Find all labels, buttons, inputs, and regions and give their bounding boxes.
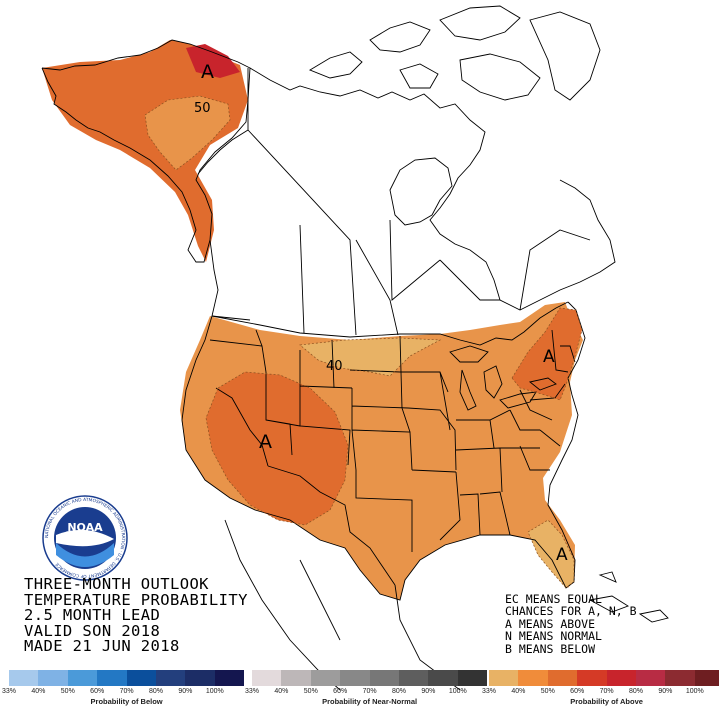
scale-below-swatch bbox=[67, 670, 98, 686]
northeast-50-region bbox=[512, 308, 582, 400]
florida-center-label: A bbox=[556, 545, 568, 565]
scale-tick-label: 100% bbox=[685, 688, 704, 695]
scale-tick-label: 60% bbox=[570, 688, 585, 695]
title-line-2: TEMPERATURE PROBABILITY bbox=[24, 590, 248, 609]
scale-near-normal-swatch bbox=[310, 670, 341, 686]
scale-tick-label: 80% bbox=[628, 688, 644, 695]
scale-tick-label: 60% bbox=[333, 688, 348, 695]
scale-tick-label: 80% bbox=[391, 688, 407, 695]
map-labels: A 50 40 A A A bbox=[194, 61, 568, 565]
plains-33-region bbox=[300, 338, 440, 376]
scale-above-bar bbox=[489, 670, 719, 686]
scale-above-swatch bbox=[547, 670, 578, 686]
scale-below-title: Probability of Below bbox=[90, 697, 163, 706]
legend-note-4: N MEANS NORMAL bbox=[505, 629, 602, 644]
plains-contour-label: 40 bbox=[326, 359, 343, 374]
scale-tick-label: 33% bbox=[481, 688, 497, 695]
scale-tick-label: 60% bbox=[90, 688, 105, 695]
legend-note-1: EC MEANS EQUAL bbox=[505, 592, 602, 606]
arctic-islands bbox=[308, 5, 601, 101]
scale-tick-label: 90% bbox=[658, 688, 673, 695]
alaska-shading bbox=[42, 40, 248, 262]
northeast-center-label: A bbox=[543, 347, 555, 367]
scale-below-bar bbox=[9, 670, 245, 686]
scale-near-normal-swatch bbox=[281, 670, 311, 686]
scale-above-swatch bbox=[577, 670, 607, 686]
scale-tick-label: 70% bbox=[119, 688, 134, 695]
scale-near-normal-swatch bbox=[252, 670, 282, 686]
scale-tick-label: 50% bbox=[303, 688, 318, 695]
scale-above-swatch bbox=[665, 670, 695, 686]
scale-above-swatch bbox=[606, 670, 636, 686]
scale-tick-label: 90% bbox=[421, 688, 436, 695]
scale-tick-label: 33% bbox=[1, 688, 17, 695]
hudson-bay bbox=[389, 157, 453, 226]
scale-below-swatch bbox=[38, 670, 68, 686]
title-line-1: THREE-MONTH OUTLOOK bbox=[24, 575, 209, 593]
scale-near-normal-swatch bbox=[369, 670, 399, 686]
scale-below-swatch bbox=[126, 670, 156, 686]
alaska-50-region bbox=[145, 96, 230, 170]
legend-note-2: CHANCES FOR A, N, B bbox=[505, 604, 637, 619]
scale-near-normal-bar bbox=[252, 670, 488, 686]
scale-near-normal-swatch bbox=[398, 670, 429, 686]
us-states bbox=[209, 315, 576, 552]
canada-west-coast bbox=[209, 239, 219, 317]
noaa-logo-text: NOAA bbox=[67, 521, 103, 534]
scale-tick-label: 40% bbox=[274, 688, 289, 695]
scale-tick-label: 50% bbox=[540, 688, 555, 695]
conus-shading bbox=[180, 302, 583, 600]
boundaries bbox=[41, 5, 669, 691]
scale-tick-label: 90% bbox=[178, 688, 193, 695]
scale-above-swatch bbox=[489, 670, 519, 686]
legend-note-3: A MEANS ABOVE bbox=[505, 616, 596, 631]
southwest-center-label: A bbox=[259, 431, 272, 453]
legend-note-5: B MEANS BELOW bbox=[505, 641, 596, 656]
scale-tick-label: 100% bbox=[205, 688, 224, 695]
mexico-border bbox=[267, 465, 396, 586]
alaska-center-label: A bbox=[201, 61, 214, 83]
scale-tick-label: 33% bbox=[244, 688, 260, 695]
scale-above-swatch bbox=[694, 670, 719, 686]
great-lakes bbox=[449, 345, 557, 411]
scale-above-title: Probability of Above bbox=[570, 697, 643, 706]
scale-tick-label: 70% bbox=[599, 688, 614, 695]
title-line-4: VALID SON 2018 bbox=[24, 621, 161, 640]
legend-notes: EC MEANS EQUAL CHANCES FOR A, N, B A MEA… bbox=[505, 593, 637, 655]
noaa-logo: NOAA NATIONAL OCEANIC AND ATMOSPHERIC AD… bbox=[42, 495, 128, 581]
canadian-provinces bbox=[247, 129, 591, 336]
title-line-3: 2.5 MONTH LEAD bbox=[24, 606, 161, 625]
scale-tick-label: 40% bbox=[511, 688, 526, 695]
scale-tick-label: 70% bbox=[362, 688, 377, 695]
scale-below-swatch bbox=[155, 670, 186, 686]
us-canada-border bbox=[211, 301, 569, 346]
scale-near-normal-swatch bbox=[340, 670, 370, 686]
scale-below-swatch bbox=[185, 670, 215, 686]
scale-tick-label: 40% bbox=[31, 688, 46, 695]
scale-below-swatch bbox=[97, 670, 127, 686]
scale-below-swatch bbox=[9, 670, 39, 686]
scale-tick-label: 100% bbox=[448, 688, 467, 695]
scale-tick-label: 50% bbox=[60, 688, 75, 695]
alaska-60-region bbox=[186, 44, 240, 78]
scale-near-normal-swatch bbox=[428, 670, 458, 686]
florida-33-region bbox=[528, 520, 574, 588]
alaska-canada-border bbox=[197, 68, 249, 175]
southwest-50-region bbox=[206, 372, 348, 525]
alaska-contour-label: 50 bbox=[194, 101, 211, 116]
title-line-5: MADE 21 JUN 2018 bbox=[24, 637, 180, 656]
scale-tick-label: 80% bbox=[148, 688, 164, 695]
outlook-title-block: THREE-MONTH OUTLOOK TEMPERATURE PROBABIL… bbox=[24, 575, 248, 656]
scale-above-swatch bbox=[635, 670, 666, 686]
scale-near-normal-title: Probability of Near-Normal bbox=[322, 697, 418, 706]
canada-arctic-coast bbox=[249, 67, 616, 311]
scale-near-normal-swatch bbox=[457, 670, 488, 686]
scale-below-swatch bbox=[214, 670, 245, 686]
alaska-40-region bbox=[42, 40, 248, 262]
scale-above-swatch bbox=[518, 670, 548, 686]
caribbean bbox=[588, 571, 669, 623]
contour-lines bbox=[144, 95, 583, 589]
